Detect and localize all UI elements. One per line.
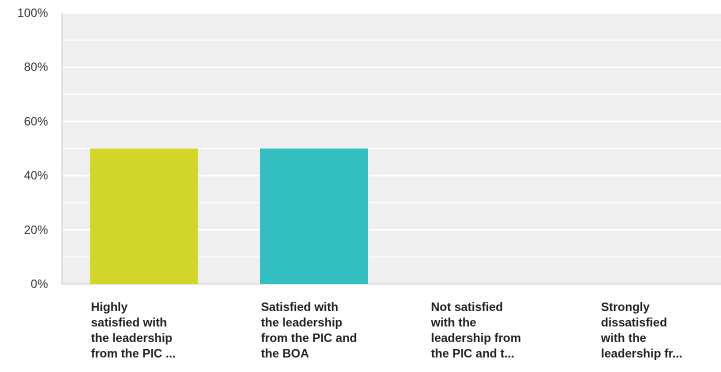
x-category-label: Strongly dissatisfied with the leadership f…: [600, 300, 682, 361]
y-tick-label: 60%: [24, 114, 48, 128]
x-category-label-line: the BOA: [261, 347, 309, 361]
x-category-label-line: with the: [430, 316, 477, 330]
y-tick-label: 40%: [24, 169, 48, 183]
x-category-label-line: the leadership: [261, 316, 342, 330]
y-tick-label: 0%: [31, 277, 49, 291]
y-axis-ticks: 0% 20% 40% 60% 80% 100%: [17, 6, 48, 291]
x-category-label-line: Highly: [91, 300, 128, 314]
x-category-label-line: the leadership: [91, 331, 172, 345]
x-category-label-line: from the PIC ...: [91, 347, 176, 361]
x-category-label-line: the PIC and t...: [431, 347, 514, 361]
x-category-label: Satisfied with the leadership from the PIC…: [261, 300, 357, 361]
x-category-label-line: satisfied with: [91, 316, 167, 330]
y-tick-label: 20%: [24, 223, 48, 237]
x-category-label-line: with the: [600, 331, 647, 345]
x-category-label-line: dissatisfied: [601, 316, 667, 330]
x-category-label-line: Strongly: [601, 300, 650, 314]
x-category-label-line: from the PIC and: [261, 331, 357, 345]
x-axis-labels: Highly satisfied with the leadership from t…: [91, 300, 682, 361]
x-category-label: Not satisfied with the leadership from the …: [430, 300, 521, 361]
bar[interactable]: [90, 148, 198, 285]
y-tick-label: 100%: [17, 6, 48, 20]
x-category-label-line: leadership from: [431, 331, 521, 345]
bar[interactable]: [260, 148, 368, 285]
bars: [90, 148, 368, 285]
y-tick-label: 80%: [24, 60, 48, 74]
x-category-label: Highly satisfied with the leadership from t…: [91, 300, 176, 361]
x-category-label-line: leadership fr...: [601, 347, 682, 361]
x-category-label-line: Not satisfied: [431, 300, 503, 314]
x-category-label-line: Satisfied with: [261, 300, 338, 314]
